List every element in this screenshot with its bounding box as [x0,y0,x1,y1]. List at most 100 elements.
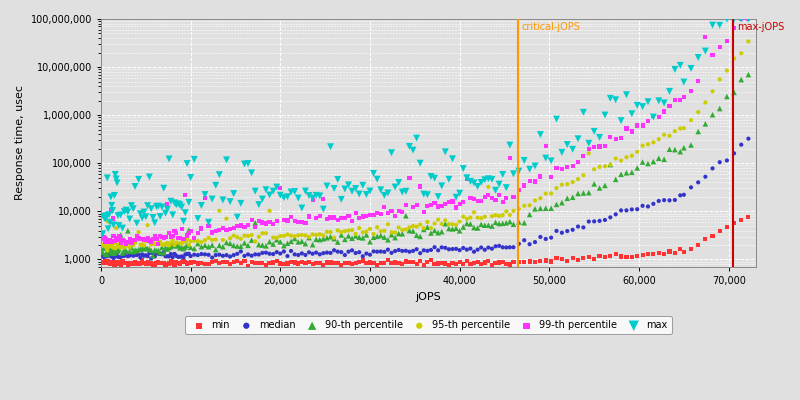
99-th percentile [674,97,686,104]
median [299,252,312,258]
95-th percentile [285,232,298,239]
max [317,206,330,212]
max [577,109,590,116]
95-th percentile [346,227,358,233]
95-th percentile [350,231,362,237]
min [143,261,156,268]
max [130,220,143,226]
90-th percentile [471,225,484,231]
min [249,260,262,266]
99-th percentile [353,215,366,221]
95-th percentile [410,224,423,230]
median [231,251,244,257]
99-th percentile [127,236,140,243]
min [256,260,269,266]
max [652,98,665,104]
min [168,262,181,268]
90-th percentile [626,169,638,176]
95-th percentile [489,212,502,218]
median [555,230,568,236]
median [389,248,402,254]
95-th percentile [614,157,627,164]
95-th percentile [138,242,150,249]
min [474,261,487,268]
median [110,250,123,256]
99-th percentile [158,234,170,241]
99-th percentile [598,142,611,149]
min [252,260,265,266]
90-th percentile [335,232,348,238]
max [139,214,152,220]
min [714,228,726,234]
min [496,259,509,265]
99-th percentile [432,203,445,210]
99-th percentile [172,234,185,241]
min [523,258,536,265]
90-th percentile [523,211,536,218]
max [518,157,530,164]
min [118,260,130,266]
median [706,165,719,172]
95-th percentile [392,224,405,231]
95-th percentile [107,245,120,251]
max [550,116,563,122]
median [461,246,474,253]
max [699,48,712,54]
95-th percentile [474,215,487,222]
max [493,181,506,187]
95-th percentile [500,208,513,214]
min [150,260,163,266]
99-th percentile [507,194,520,200]
median [507,244,520,250]
90-th percentile [266,241,279,247]
max [252,201,265,208]
99-th percentile [299,220,312,226]
90-th percentile [353,234,366,240]
median [414,250,426,256]
90-th percentile [598,182,611,189]
99-th percentile [143,237,156,244]
99-th percentile [198,195,211,202]
median [678,192,690,198]
95-th percentile [299,232,312,239]
max [566,146,579,152]
median [111,253,124,260]
max [122,209,134,215]
min [113,261,126,267]
max [418,191,430,197]
95-th percentile [450,222,462,228]
90-th percentile [100,251,113,257]
99-th percentile [561,163,574,170]
95-th percentile [166,237,179,243]
min [642,251,654,257]
99-th percentile [101,238,114,244]
median [403,248,416,255]
95-th percentile [145,241,158,248]
max [103,219,116,226]
min [129,259,142,266]
90-th percentile [150,248,163,254]
99-th percentile [107,233,120,240]
90-th percentile [721,93,734,100]
95-th percentile [103,241,116,247]
95-th percentile [111,242,124,248]
max [174,202,186,208]
99-th percentile [493,192,506,198]
95-th percentile [148,241,161,247]
median [399,248,412,254]
99-th percentile [234,222,247,229]
95-th percentile [598,163,611,170]
99-th percentile [555,166,568,172]
90-th percentile [357,235,370,241]
median [652,198,665,204]
median [428,244,441,250]
median [550,228,563,234]
90-th percentile [529,206,542,212]
min [728,220,741,226]
min [593,253,606,260]
90-th percentile [252,242,265,248]
90-th percentile [127,248,140,255]
90-th percentile [706,112,719,118]
90-th percentile [141,246,154,252]
95-th percentile [685,117,698,123]
